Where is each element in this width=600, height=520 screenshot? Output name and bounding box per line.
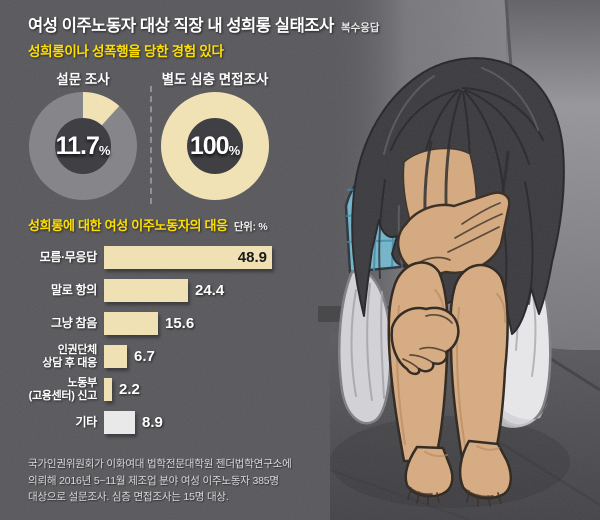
page-title: 여성 이주노동자 대상 직장 내 성희롱 실태조사 (28, 17, 334, 35)
bar-row: 말로 항의 24.4 (0, 274, 340, 307)
header: 여성 이주노동자 대상 직장 내 성희롱 실태조사 복수응답 (28, 12, 380, 36)
bar-row: 기타 8.9 (0, 406, 340, 439)
dashed-divider (150, 86, 152, 204)
interview-donut-segment (161, 92, 269, 200)
interview-donut-value: 100% (189, 131, 241, 160)
bar-chart: 모름·무응답 48.9 말로 항의 24.4 그냥 참음 15.6 인권단체 상담 후 대응 6… (0, 241, 340, 439)
bar: 48.9 (104, 246, 272, 269)
bar-value: 15.6 (165, 315, 195, 332)
unit-label: 단위: % (233, 221, 268, 233)
bar (104, 312, 158, 335)
bar (104, 279, 188, 302)
bar-row: 노동부 (고용센터) 신고 2.2 (0, 373, 340, 406)
bar-label: 기타 (75, 414, 98, 429)
survey-donut-chart (27, 90, 139, 202)
bar (104, 378, 112, 401)
bar-value: 24.4 (195, 282, 225, 299)
bar-chart-title: 성희롱에 대한 여성 이주노동자의 대응 단위: % (28, 218, 268, 233)
bar-label: 인권단체 상담 후 대응 (42, 344, 97, 369)
experience-heading: 성희롱이나 성폭행을 당한 경험 있다 (28, 44, 224, 59)
bar (104, 411, 135, 434)
bar-label: 모름·무응답 (39, 249, 98, 264)
survey-donut-label: 설문 조사 (56, 72, 110, 87)
bar-row: 인권단체 상담 후 대응 6.7 (0, 340, 340, 373)
interview-donut-chart (159, 90, 271, 202)
bar-label: 노동부 (고용센터) 신고 (28, 377, 98, 402)
survey-donut-value: 11.7% (55, 131, 111, 160)
bar-label: 그냥 참음 (51, 315, 97, 330)
bar-value: 48.9 (237, 249, 267, 266)
survey-donut-segment (29, 92, 137, 200)
bar-label: 말로 항의 (51, 282, 97, 297)
bar-value: 8.9 (142, 414, 163, 431)
bar-row: 그냥 참음 15.6 (0, 307, 340, 340)
bar-value: 2.2 (119, 381, 140, 398)
source-note: 국가인권위원회가 이화여대 법학전문대학원 젠더법학연구소에 의뢰해 2016년… (28, 458, 292, 503)
bar-row: 모름·무응답 48.9 (0, 241, 340, 274)
interview-donut-label: 별도 심층 면접조사 (161, 72, 269, 87)
bar-value: 6.7 (134, 348, 155, 365)
bar (104, 345, 127, 368)
multi-response-note: 복수응답 (340, 22, 380, 34)
